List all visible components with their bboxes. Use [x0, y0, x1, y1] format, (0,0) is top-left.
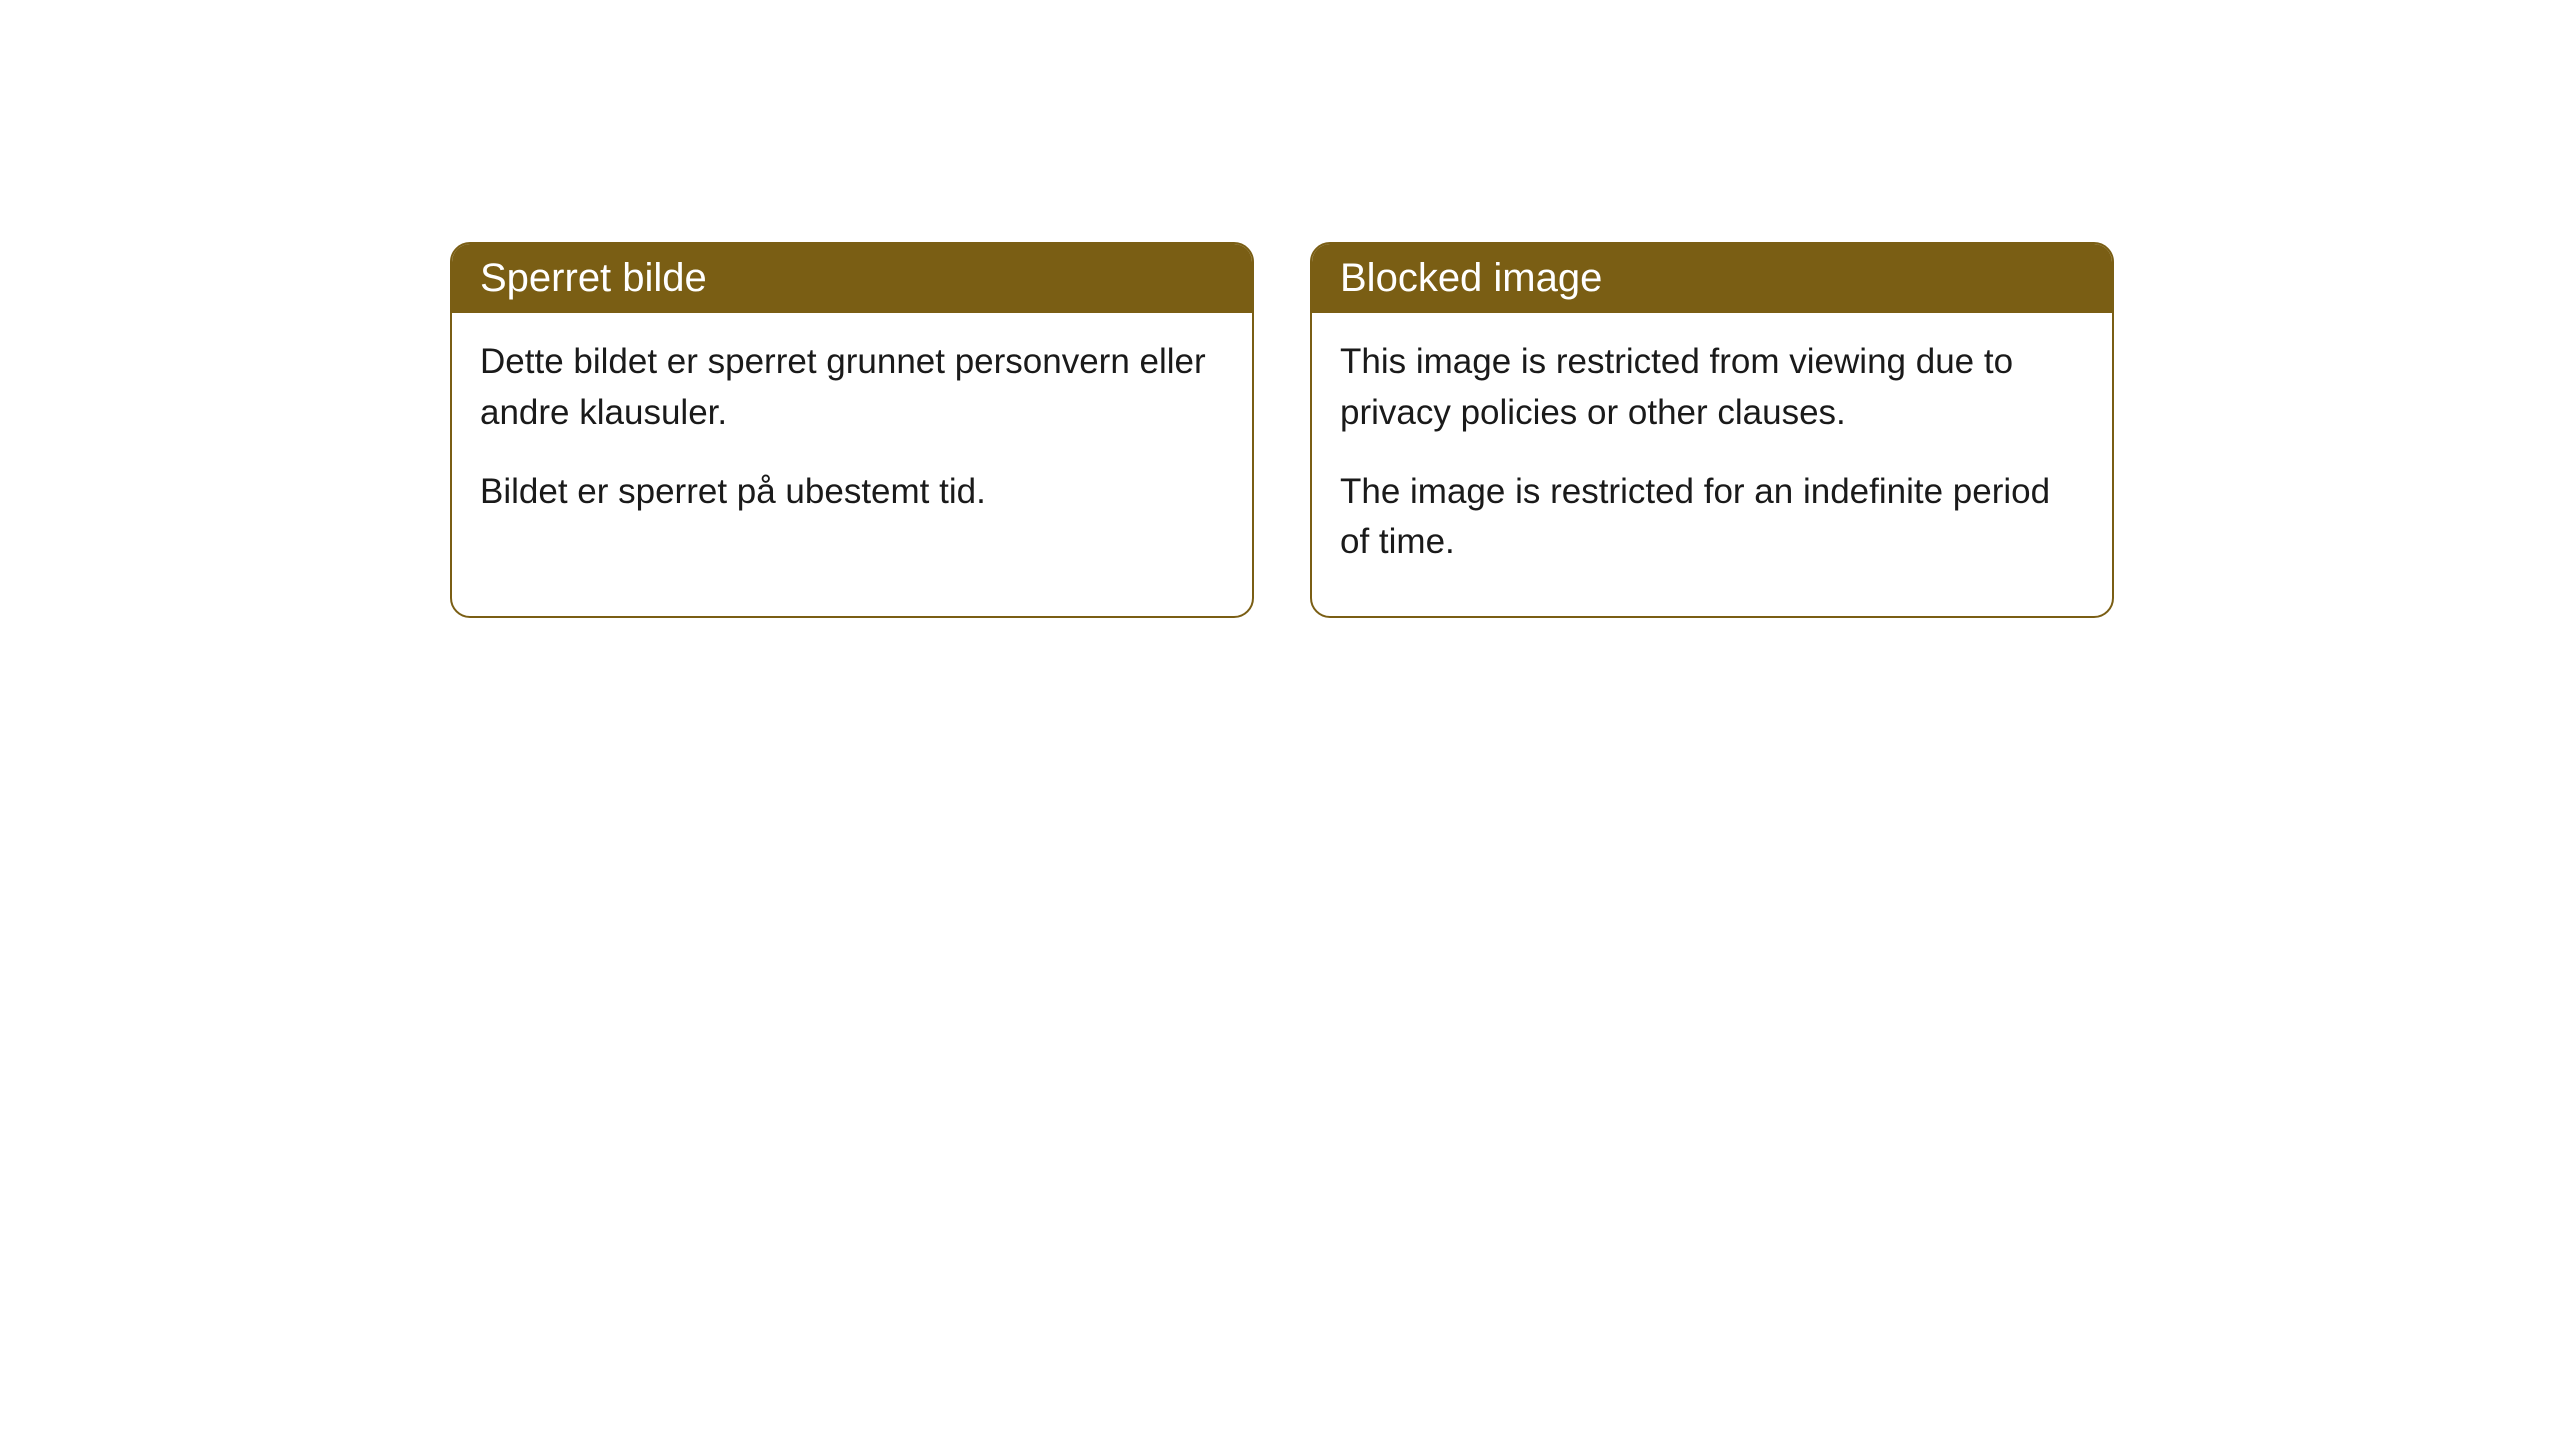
card-header: Blocked image — [1312, 244, 2112, 313]
card-header: Sperret bilde — [452, 244, 1252, 313]
card-paragraph: Dette bildet er sperret grunnet personve… — [480, 337, 1224, 439]
card-paragraph: Bildet er sperret på ubestemt tid. — [480, 467, 1224, 518]
card-paragraph: This image is restricted from viewing du… — [1340, 337, 2084, 439]
card-title: Blocked image — [1340, 256, 1602, 300]
blocked-image-card-norwegian: Sperret bilde Dette bildet er sperret gr… — [450, 242, 1254, 618]
card-body: This image is restricted from viewing du… — [1312, 313, 2112, 616]
card-paragraph: The image is restricted for an indefinit… — [1340, 467, 2084, 569]
notice-container: Sperret bilde Dette bildet er sperret gr… — [450, 242, 2114, 618]
card-title: Sperret bilde — [480, 256, 707, 300]
blocked-image-card-english: Blocked image This image is restricted f… — [1310, 242, 2114, 618]
card-body: Dette bildet er sperret grunnet personve… — [452, 313, 1252, 565]
